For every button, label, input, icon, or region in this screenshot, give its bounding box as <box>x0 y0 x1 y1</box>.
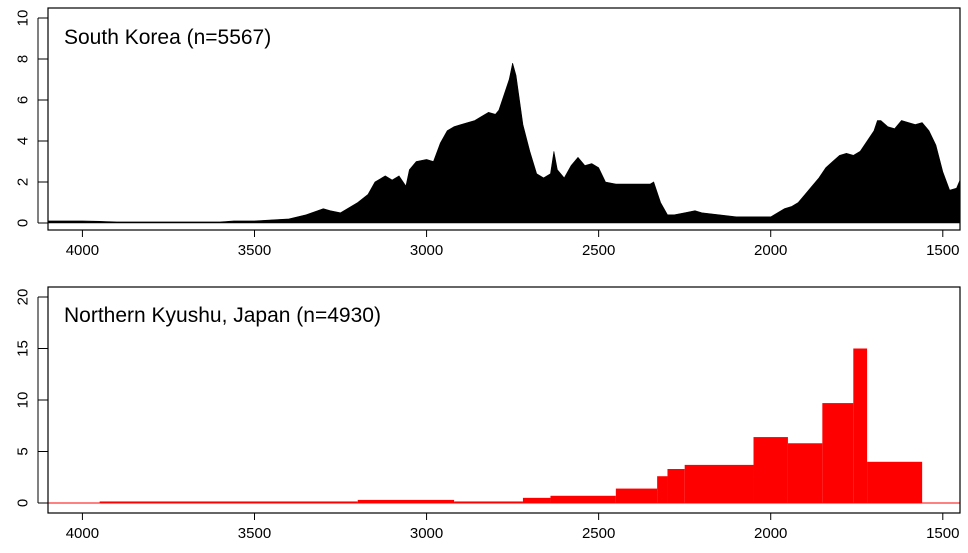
south-korea-y-tick-label: 2 <box>14 178 31 186</box>
south-korea-y-tick-label: 0 <box>14 219 31 227</box>
south-korea-y-tick-label: 6 <box>14 96 31 104</box>
kyushu-y-axis: 0 5 10 15 20 <box>14 289 48 507</box>
south-korea-density-area <box>47 63 961 224</box>
kyushu-bar <box>454 501 523 503</box>
south-korea-y-tick-label: 8 <box>14 55 31 63</box>
south-korea-x-tick-label: 2000 <box>754 242 787 259</box>
kyushu-y-tick-label: 5 <box>14 447 31 455</box>
south-korea-x-tick-label: 3500 <box>238 242 271 259</box>
south-korea-y-axis: 0 2 4 6 8 10 <box>14 10 48 227</box>
kyushu-x-tick-label: 4000 <box>66 525 99 542</box>
kyushu-x-tick-label: 1500 <box>926 525 959 542</box>
kyushu-y-tick-label: 0 <box>14 499 31 507</box>
south-korea-x-tick-label: 4000 <box>66 242 99 259</box>
south-korea-plot-frame <box>47 7 961 231</box>
south-korea-panel-title: South Korea (n=5567) <box>64 26 271 49</box>
kyushu-y-tick-label: 20 <box>14 289 31 306</box>
south-korea-area-layer <box>47 63 961 224</box>
kyushu-bar <box>684 464 754 503</box>
kyushu-bar-layer <box>99 348 923 503</box>
kyushu-bar <box>787 443 823 503</box>
south-korea-panel: 4000 3500 3000 2500 2000 1500 0 2 4 6 8 10 South K… <box>14 7 961 259</box>
kyushu-bar <box>615 488 658 503</box>
kyushu-panel-title: Northern Kyushu, Japan (n=4930) <box>64 304 381 327</box>
south-korea-y-tick-label: 4 <box>14 137 31 145</box>
kyushu-bar <box>522 497 551 503</box>
kyushu-y-tick-label: 15 <box>14 340 31 357</box>
kyushu-bar <box>867 461 923 503</box>
kyushu-bar <box>667 469 685 503</box>
kyushu-x-tick-label: 2500 <box>582 525 615 542</box>
kyushu-x-tick-label: 3500 <box>238 525 271 542</box>
kyushu-x-tick-label: 2000 <box>754 525 787 542</box>
kyushu-bar <box>357 499 455 503</box>
south-korea-x-tick-label: 1500 <box>926 242 959 259</box>
south-korea-x-tick-label: 3000 <box>410 242 443 259</box>
kyushu-y-tick-label: 10 <box>14 392 31 409</box>
south-korea-x-tick-label: 2500 <box>582 242 615 259</box>
kyushu-bar <box>753 437 788 503</box>
kyushu-x-axis: 4000 3500 3000 2500 2000 1500 <box>66 513 959 542</box>
kyushu-bar <box>853 348 868 503</box>
kyushu-panel: 4000 3500 3000 2500 2000 1500 0 5 10 15 20 Northe… <box>14 286 961 542</box>
kyushu-bar <box>657 476 668 503</box>
kyushu-x-tick-label: 3000 <box>410 525 443 542</box>
south-korea-x-axis: 4000 3500 3000 2500 2000 1500 <box>66 230 959 259</box>
kyushu-bar <box>99 501 358 503</box>
kyushu-bar <box>822 403 854 503</box>
south-korea-y-tick-label: 10 <box>14 10 31 27</box>
kyushu-bar <box>550 495 616 503</box>
